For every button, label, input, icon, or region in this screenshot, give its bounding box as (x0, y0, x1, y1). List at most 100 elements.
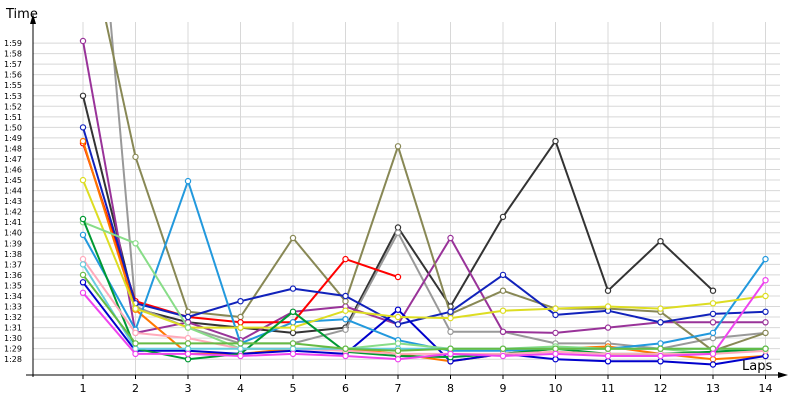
data-point (184, 334, 192, 342)
data-point (184, 350, 192, 358)
series-6 (79, 137, 769, 365)
data-point (447, 234, 454, 242)
data-point (394, 321, 402, 328)
data-point (657, 345, 664, 352)
y-tick-labels: 1:281:29 1:301:31 1:321:33 1:34 1:351:36 1:37… (4, 39, 22, 364)
data-point (342, 345, 349, 352)
x-tick-label: 7 (395, 382, 402, 395)
data-point (132, 240, 139, 247)
data-point (447, 345, 454, 352)
data-point (604, 287, 612, 294)
data-point (499, 345, 507, 352)
data-point (289, 308, 297, 315)
data-point (79, 215, 87, 223)
data-point (604, 303, 612, 310)
data-point (604, 345, 612, 352)
x-tick-label: 9 (500, 382, 507, 395)
series-line (82, 127, 766, 326)
data-point (184, 340, 192, 347)
data-point (394, 313, 402, 321)
x-tick-label: 1 (80, 382, 87, 395)
x-tick-label: 12 (654, 382, 668, 395)
data-point (237, 340, 244, 347)
series-line (82, 274, 766, 352)
y-tick-label: 1:56 (4, 71, 22, 80)
data-point (499, 352, 507, 360)
x-tick-label: 4 (237, 382, 244, 395)
data-point (447, 350, 454, 358)
y-tick-label: 1:28 (4, 355, 22, 364)
y-tick-label: 1:43 (4, 197, 22, 206)
data-point (762, 277, 769, 284)
data-point (394, 273, 402, 281)
grid-layer (33, 22, 780, 379)
y-tick-label: 1:49 (4, 134, 22, 143)
data-point (79, 289, 87, 296)
data-point (499, 328, 507, 335)
data-point (342, 352, 349, 360)
data-point (394, 143, 402, 150)
data-point (79, 231, 87, 239)
x-tick-label: 6 (342, 382, 349, 395)
data-point (499, 213, 507, 221)
data-point (184, 313, 192, 321)
data-point (79, 279, 87, 286)
data-point (132, 329, 139, 337)
data-point (132, 153, 139, 161)
data-point (289, 285, 297, 292)
data-point (342, 307, 349, 314)
data-point (499, 287, 507, 294)
series-line (82, 279, 767, 361)
y-axis-arrow (30, 14, 36, 24)
data-point (79, 37, 87, 45)
y-tick-label: 1:31 (4, 324, 22, 333)
series-4 (105, 22, 769, 354)
y-tick-label: 1:55 (4, 81, 22, 90)
data-point (499, 271, 507, 279)
y-tick-label: 1:30 (4, 334, 22, 343)
data-point (657, 305, 664, 312)
data-point (709, 319, 717, 326)
data-point (394, 340, 402, 347)
data-point (184, 177, 192, 185)
data-point (762, 345, 769, 352)
data-point (762, 308, 769, 315)
data-point (657, 340, 664, 347)
data-point (289, 234, 297, 242)
data-point (394, 356, 402, 363)
data-point (184, 345, 192, 352)
y-tick-label: 1:50 (4, 123, 22, 132)
data-point (762, 329, 769, 337)
data-point (552, 311, 559, 319)
data-point (342, 255, 349, 263)
data-point (394, 347, 402, 354)
data-point (709, 310, 717, 318)
series-line (82, 179, 766, 329)
y-tick-label: 1:47 (4, 155, 22, 164)
y-tick-label: 1:51 (4, 113, 22, 122)
data-point (657, 352, 664, 360)
y-tick-label: 1:35 (4, 281, 22, 290)
data-point (79, 261, 87, 268)
x-tick-label: 14 (759, 382, 773, 395)
data-point (237, 324, 244, 331)
y-tick-label: 1:48 (4, 144, 22, 153)
data-point (447, 314, 454, 322)
y-tick-label: 1:32 (4, 313, 22, 322)
y-tick-label: 1:53 (4, 92, 22, 101)
y-tick-label: 1:52 (4, 102, 22, 111)
data-point (289, 340, 297, 347)
series-12 (79, 215, 769, 363)
series-2 (109, 22, 769, 352)
data-point (237, 352, 244, 360)
y-tick-label: 1:42 (4, 208, 22, 217)
data-point (552, 137, 559, 145)
data-point (289, 319, 297, 326)
series-line (82, 258, 766, 355)
data-point (184, 308, 192, 315)
data-point (604, 324, 612, 331)
data-point (342, 298, 349, 305)
data-point (132, 350, 139, 358)
data-point (394, 224, 402, 231)
